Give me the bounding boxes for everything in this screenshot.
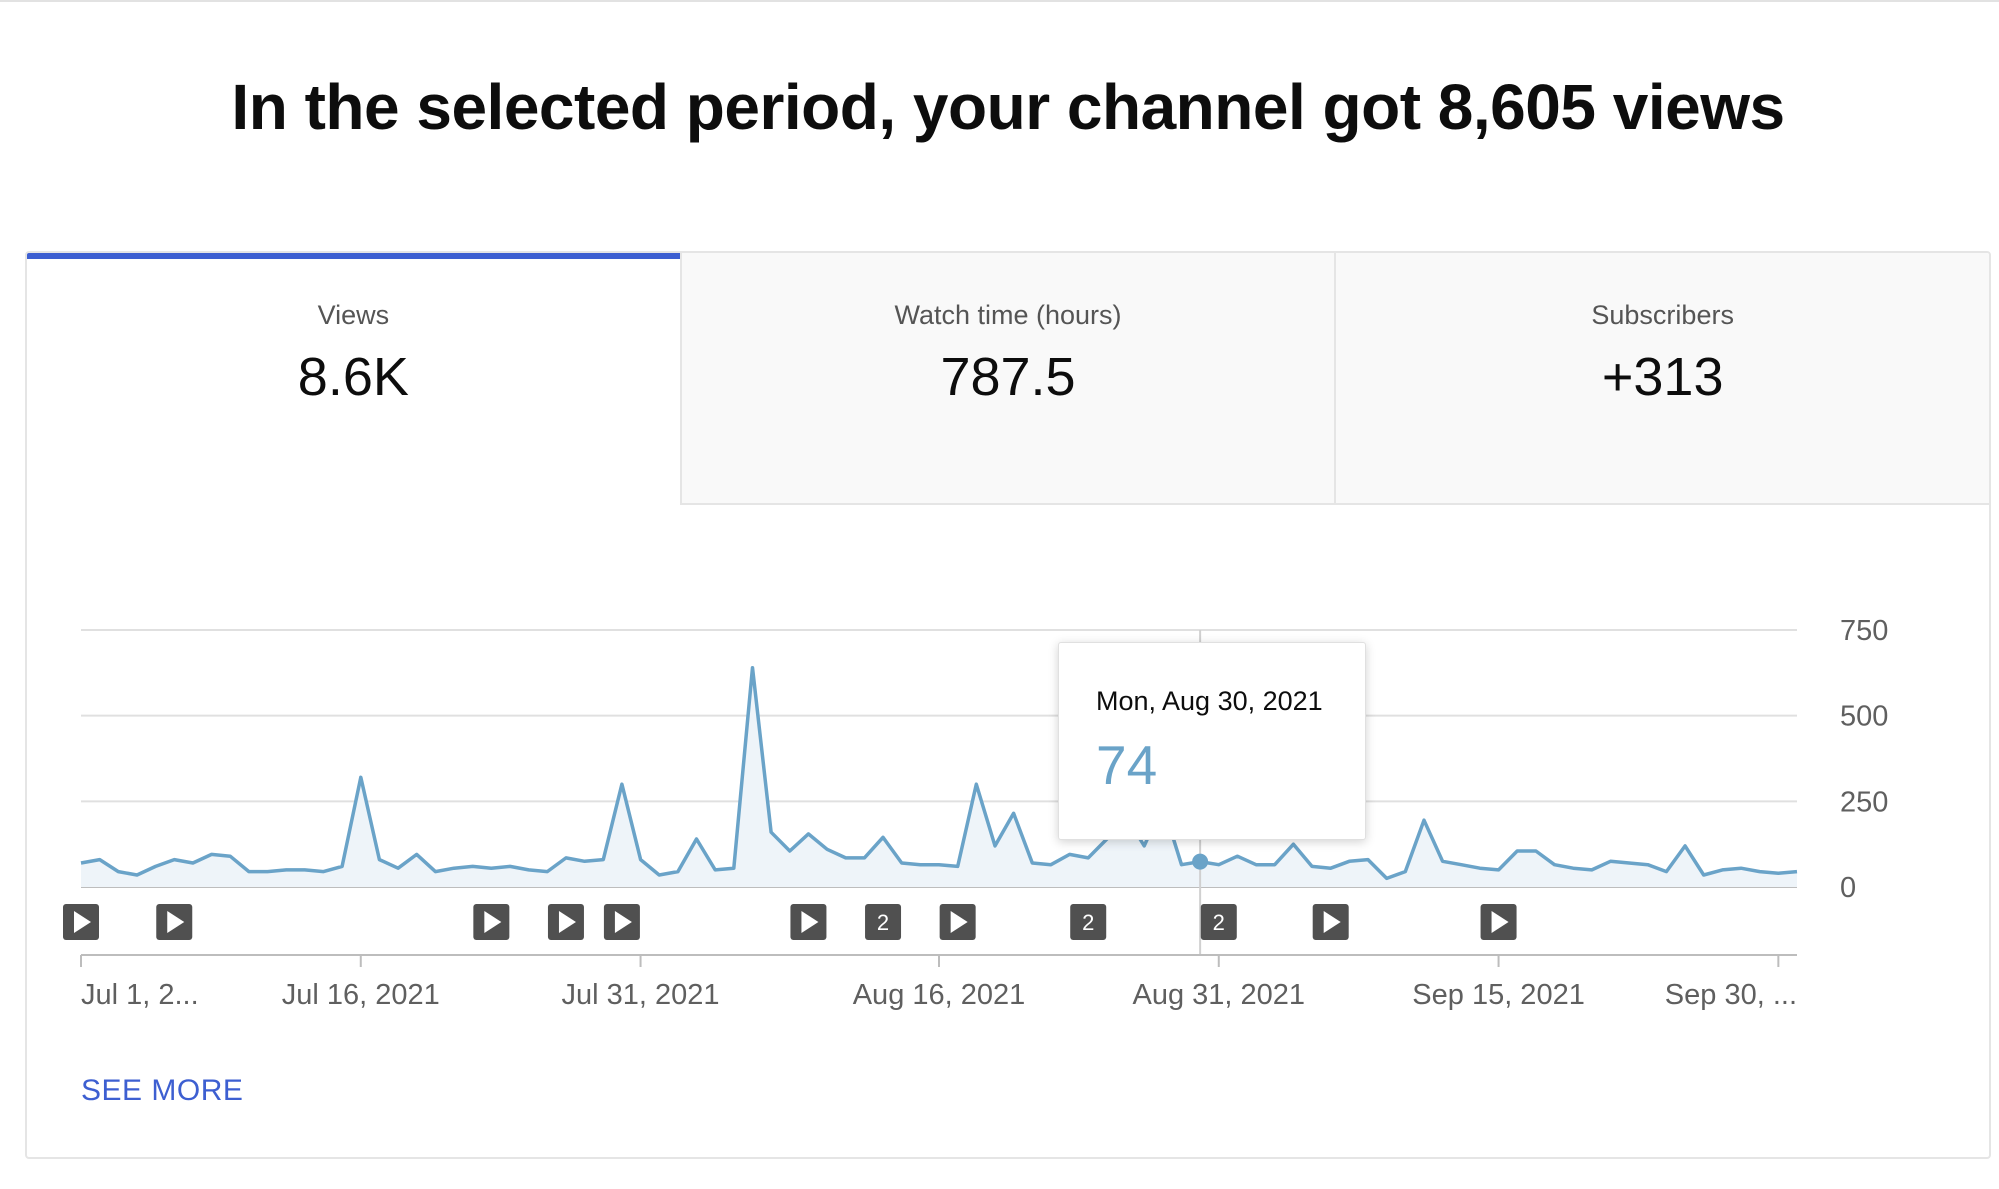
tooltip-value: 74: [1096, 734, 1158, 796]
tab-views[interactable]: Views 8.6K: [27, 253, 680, 505]
tooltip-date: Mon, Aug 30, 2021: [1096, 686, 1323, 716]
tab-subscribers-value: +313: [1601, 347, 1724, 407]
video-marker-icon[interactable]: [603, 904, 640, 940]
highlight-point: [1192, 853, 1209, 870]
tab-subscribers-label: Subscribers: [1591, 300, 1734, 330]
y-tick-label: 500: [1840, 701, 1888, 733]
y-tick-label: 750: [1840, 615, 1888, 647]
x-tick-label: Jul 31, 2021: [562, 979, 720, 1011]
play-icon: [74, 911, 91, 933]
marker-count: 2: [877, 910, 889, 935]
play-icon: [950, 911, 968, 933]
video-marker-icon[interactable]: [1312, 904, 1349, 940]
video-marker-icon[interactable]: [473, 904, 510, 940]
area-fill: [81, 667, 1797, 887]
chart-tooltip: Mon, Aug 30, 2021 74: [1058, 642, 1366, 840]
play-icon: [1491, 911, 1509, 933]
x-tick-label: Aug 31, 2021: [1133, 979, 1306, 1011]
metrics-card: Views 8.6K Watch time (hours) 787.5 Subs…: [25, 251, 1991, 1159]
tab-views-label: Views: [317, 300, 390, 330]
area-path: [81, 667, 1797, 887]
y-tick-label: 0: [1840, 872, 1856, 904]
x-axis: Jul 1, 2... Jul 16, 2021 Jul 31, 2021 Aug 1…: [80, 954, 1797, 1011]
video-count-marker[interactable]: 2: [1200, 904, 1237, 940]
gridlines: [81, 629, 1797, 888]
x-tick-label: Sep 15, 2021: [1412, 979, 1585, 1011]
video-count-marker[interactable]: 2: [865, 904, 902, 940]
marker-count: 2: [1082, 910, 1094, 935]
highlight-dot: [1192, 853, 1209, 870]
video-marker-icon[interactable]: [790, 904, 827, 940]
play-icon: [801, 911, 819, 933]
tab-subscribers[interactable]: Subscribers +313: [1334, 253, 1989, 505]
marker-bg: [865, 904, 902, 940]
metric-tabs: Views 8.6K Watch time (hours) 787.5 Subs…: [27, 253, 1989, 505]
y-axis-ticks: 0 250 500 750: [1840, 615, 1888, 904]
x-tick-label: Jul 1, 2...: [81, 979, 199, 1011]
see-more-link[interactable]: SEE MORE: [81, 1074, 244, 1107]
x-tick-label: Sep 30, ...: [1665, 979, 1797, 1011]
tab-watch-time-value: 787.5: [940, 347, 1076, 407]
marker-count: 2: [1213, 910, 1225, 935]
video-marker-icon[interactable]: [547, 904, 584, 940]
views-line: [80, 665, 1798, 881]
y-tick-label: 250: [1840, 786, 1888, 818]
video-marker-icon[interactable]: [939, 904, 976, 940]
video-marker-icon[interactable]: [156, 904, 193, 940]
play-icon: [484, 911, 502, 933]
x-tick-label: Aug 16, 2021: [853, 979, 1026, 1011]
x-tick-label: Jul 16, 2021: [282, 979, 440, 1011]
play-icon: [614, 911, 632, 933]
series-line: [80, 665, 1798, 881]
tab-views-value: 8.6K: [297, 347, 409, 407]
video-count-marker[interactable]: 2: [1070, 904, 1107, 940]
play-icon: [558, 911, 576, 933]
play-icon: [1323, 911, 1341, 933]
marker-bg: [1070, 904, 1107, 940]
page-title: In the selected period, your channel got…: [231, 71, 1785, 143]
play-icon: [167, 911, 185, 933]
marker-bg: [1200, 904, 1237, 940]
event-markers: 2 2 2: [63, 904, 1517, 940]
video-marker-icon[interactable]: [1480, 904, 1517, 940]
tab-watch-time[interactable]: Watch time (hours) 787.5: [679, 253, 1335, 505]
top-divider: [0, 0, 1999, 2]
video-marker-icon[interactable]: [63, 904, 99, 940]
tab-watch-time-label: Watch time (hours): [894, 300, 1122, 330]
